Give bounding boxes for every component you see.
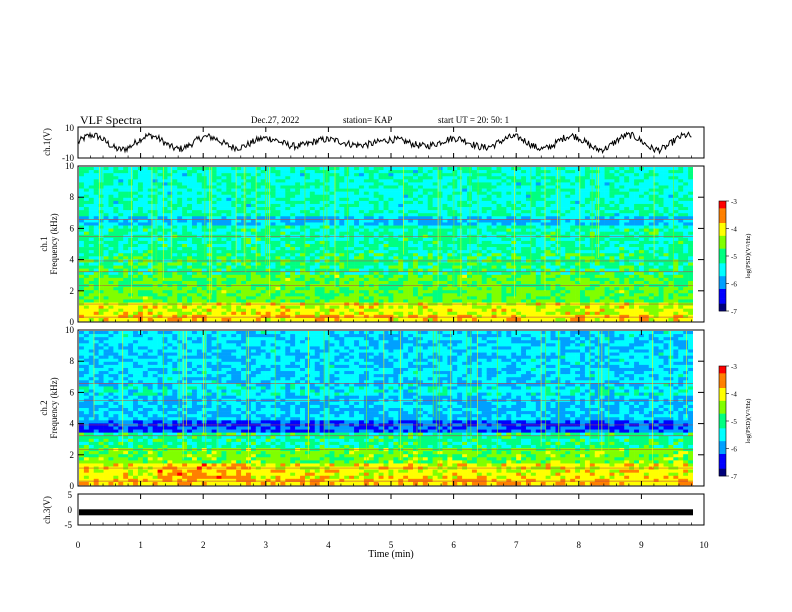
xtick-3: 3 [264,540,269,550]
ch2-colorbar: -3 -4 -5 -6 -7 log(PSD)(V²/Hz) [718,363,752,481]
ch2-spec-ytick-2: 2 [70,450,75,460]
ch1-spectrogram-panel: 0 2 4 6 8 10 ch.1 Frequency (kHz) [39,161,705,327]
xtick-2: 2 [201,540,206,550]
ch2-cbar-tick-1: -4 [731,391,737,399]
ch2-cbar-tick-4: -7 [731,473,737,481]
ch1-ytick-bottom: -10 [62,153,74,163]
ch2-spectrogram-panel: 0 2 4 6 8 10 ch.2 Frequency (kHz) [39,325,705,491]
station-label: station= KAP [343,115,392,125]
ch1-spec-ylabel: Frequency (kHz) [49,213,59,274]
ch2-spec-ytick-6: 6 [70,387,75,397]
ch3-ylabel: ch.3(V) [42,496,52,524]
ch2-cbar-tick-0: -3 [731,363,737,371]
ch1-spec-ytick-4: 4 [70,255,75,265]
ch1-axes-frame [77,126,705,159]
ch1-cbar-tick-3: -6 [731,281,737,289]
ch2-channel-label: ch.2 [39,400,49,415]
ch2-cbar-tick-3: -6 [731,446,737,454]
ch1-spec-ytick-2: 2 [70,286,75,296]
xtick-9: 9 [639,540,644,550]
ch1-cbar-tick-0: -3 [731,198,737,206]
ch2-spec-ytick-4: 4 [70,419,75,429]
x-axis-label: Time (min) [368,549,413,560]
start-time-label: start UT = 20: 50: 1 [438,115,509,125]
xtick-4: 4 [326,540,331,550]
ch1-ylabel: ch.1(V) [42,128,52,156]
ch2-cbar-label: log(PSD)(V²/Hz) [745,399,752,444]
ch1-ytick-top: 10 [65,123,75,133]
xtick-8: 8 [577,540,582,550]
ch1-series-line [77,131,692,155]
ch3-ytick-mid: 0 [68,505,73,515]
time-axis: 0 1 2 3 4 5 6 7 8 9 10 [76,127,709,550]
ch2-spectrogram-image [79,331,704,486]
ch2-cbar-tick-2: -5 [731,418,737,426]
ch1-spec-ytick-10: 10 [65,161,75,171]
ch3-ytick-bottom: -5 [65,520,73,530]
xtick-0: 0 [76,540,81,550]
figure-title: VLF Spectra [80,113,142,127]
ch1-spectrogram-image [79,167,704,322]
ch3-panel: 5 0 -5 ch.3(V) [42,490,705,530]
ch1-cbar-tick-4: -7 [731,308,737,316]
ch2-spec-ytick-8: 8 [70,356,75,366]
date-label: Dec.27, 2022 [251,115,299,125]
ch2-spec-ytick-10: 10 [65,325,75,335]
ch1-cbar-label: log(PSD)(V²/Hz) [745,234,752,279]
ch1-cbar-tick-2: -5 [731,253,737,261]
ch1-spec-ytick-0: 0 [70,317,75,327]
ch2-spec-ylabel: Frequency (kHz) [49,377,59,438]
ch1-spec-ytick-8: 8 [70,192,75,202]
ch3-series-line [79,509,693,516]
ch3-ytick-top: 5 [68,490,73,500]
xtick-5: 5 [389,540,394,550]
xtick-6: 6 [451,540,456,550]
xtick-10: 10 [700,540,710,550]
ch1-cbar-tick-1: -4 [731,226,737,234]
xtick-1: 1 [138,540,143,550]
ch1-waveform-panel: 10 -10 ch.1(V) [42,123,705,163]
ch1-channel-label: ch.1 [39,236,49,251]
ch2-spec-ytick-0: 0 [70,481,75,491]
xtick-7: 7 [514,540,519,550]
ch1-spec-ytick-6: 6 [70,223,75,233]
ch1-colorbar: -3 -4 -5 -6 -7 log(PSD)(V²/Hz) [718,198,752,316]
